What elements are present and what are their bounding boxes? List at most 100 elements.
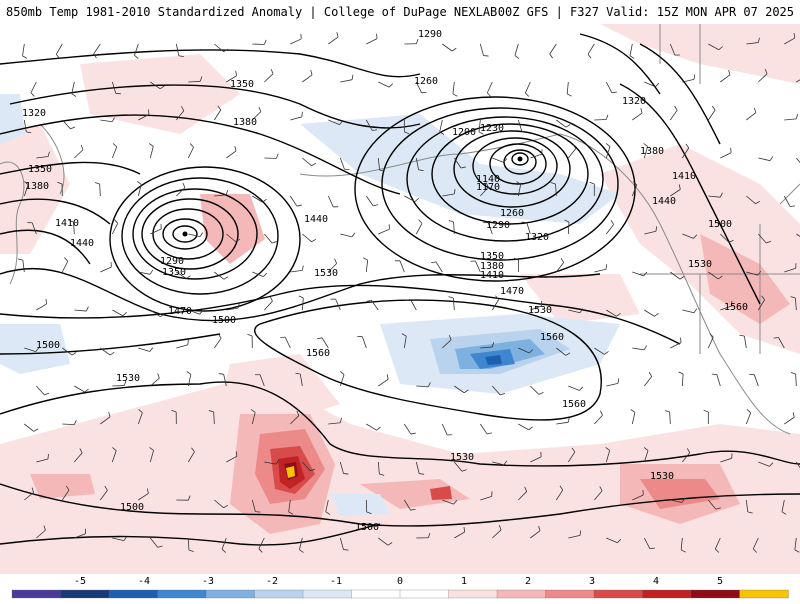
contour-label: 1500: [708, 219, 732, 230]
wind-barb: [442, 44, 456, 51]
anomaly-shading: [0, 24, 800, 574]
wind-barb: [74, 145, 83, 158]
wind-barb: [302, 70, 312, 82]
wind-barb: [290, 196, 301, 206]
contour-label: 1560: [724, 302, 748, 313]
wind-barb: [644, 310, 658, 316]
colorbar-swatch: [643, 590, 692, 598]
colorbar-swatch: [497, 590, 546, 598]
contour-label: 1410: [672, 171, 696, 182]
contour-label: 1530: [528, 305, 552, 316]
contour-label: 1470: [500, 286, 524, 297]
wind-barb: [470, 261, 480, 272]
contour-label: 1290: [486, 220, 510, 231]
colorbar-tick-label: -1: [330, 576, 342, 587]
contour-label: 1260: [500, 208, 524, 219]
wind-barb: [378, 224, 389, 234]
colorbar-swatch: [352, 590, 401, 598]
contour-label: 1530: [450, 452, 474, 463]
wind-barb: [416, 220, 422, 234]
wind-barb: [264, 69, 273, 82]
wind-barb: [36, 386, 49, 395]
contour-label: 1530: [650, 471, 674, 482]
wind-barb: [264, 297, 272, 310]
wind-barb: [112, 310, 126, 316]
contour-label: 1440: [304, 214, 328, 225]
contour-label: 1350: [28, 164, 52, 175]
colorbar-tick-label: -4: [138, 576, 150, 587]
wind-barb: [363, 258, 367, 272]
wind-barb: [632, 108, 642, 120]
contour-label: 1380: [25, 181, 49, 192]
contour-label: 1530: [116, 373, 140, 384]
wind-barb: [340, 233, 355, 237]
contour-label: 1530: [314, 268, 338, 279]
low-center-marker: [518, 157, 523, 162]
wind-barb: [796, 158, 800, 167]
contour-label: 1530: [688, 259, 712, 270]
wind-barb: [95, 182, 100, 196]
colorbar-swatch: [61, 590, 110, 598]
wind-barb: [366, 196, 378, 206]
wind-barb: [134, 44, 138, 59]
wind-barb: [378, 374, 388, 386]
colorbar-swatch: [109, 590, 158, 598]
wind-barb: [567, 82, 571, 96]
contour-label: 1320: [525, 232, 549, 243]
wind-barb: [670, 106, 677, 120]
wind-barb: [264, 234, 277, 243]
wind-barb: [704, 410, 709, 424]
wind-barb: [366, 34, 377, 44]
colorbar-swatch: [594, 590, 643, 598]
contour-label: 1440: [70, 238, 94, 249]
contour-label: 1500: [212, 315, 236, 326]
wind-barb: [746, 409, 750, 424]
wind-barb: [94, 44, 101, 58]
contour-label: 1320: [622, 96, 646, 107]
wind-barb: [299, 296, 303, 310]
wind-barb: [606, 378, 618, 386]
colorbar-swatch: [400, 590, 449, 598]
wind-barb: [514, 258, 519, 272]
wind-barb: [515, 44, 519, 59]
colorbar-tick-label: 3: [589, 576, 595, 587]
wind-barb: [453, 82, 457, 96]
wind-barb: [594, 411, 602, 424]
wind-barb: [357, 337, 366, 348]
wind-barb: [214, 334, 221, 348]
wind-barb: [404, 424, 415, 434]
wind-barb: [746, 108, 756, 120]
wind-barb: [317, 338, 328, 348]
contour-label: 1410: [480, 270, 504, 281]
wind-barb: [252, 40, 266, 45]
wind-barb: [280, 337, 290, 348]
wind-barb: [480, 44, 488, 56]
wind-barb: [784, 114, 797, 120]
model-valid-time: 00Z GFS | F327 Valid: 15Z MON APR 07 202…: [498, 5, 794, 19]
wind-barb: [594, 115, 608, 120]
wind-barb: [568, 144, 575, 158]
wind-barb: [712, 374, 720, 386]
wind-barb: [679, 372, 684, 386]
contour-label: 1350: [230, 79, 254, 90]
wind-barb: [670, 338, 681, 348]
wind-barb: [302, 234, 316, 242]
title-bar: 850mb Temp 1981-2010 Standardized Anomal…: [0, 0, 800, 24]
wind-barb: [720, 70, 730, 82]
wind-barb: [480, 424, 492, 434]
wind-barb: [331, 299, 341, 310]
wind-barb: [708, 106, 715, 120]
wind-barb: [606, 220, 613, 234]
wind-barb: [290, 112, 302, 120]
wind-barb: [739, 335, 746, 348]
contour-label: 1260: [414, 76, 438, 87]
wind-barb: [31, 82, 36, 96]
colorbar-tick-label: -2: [266, 576, 278, 587]
colorbar-swatch: [12, 590, 61, 598]
wind-barb: [264, 154, 278, 159]
wind-barb: [328, 196, 338, 207]
wind-barb: [74, 386, 88, 392]
contour-label: 1560: [306, 348, 330, 359]
wind-barb: [328, 32, 338, 44]
